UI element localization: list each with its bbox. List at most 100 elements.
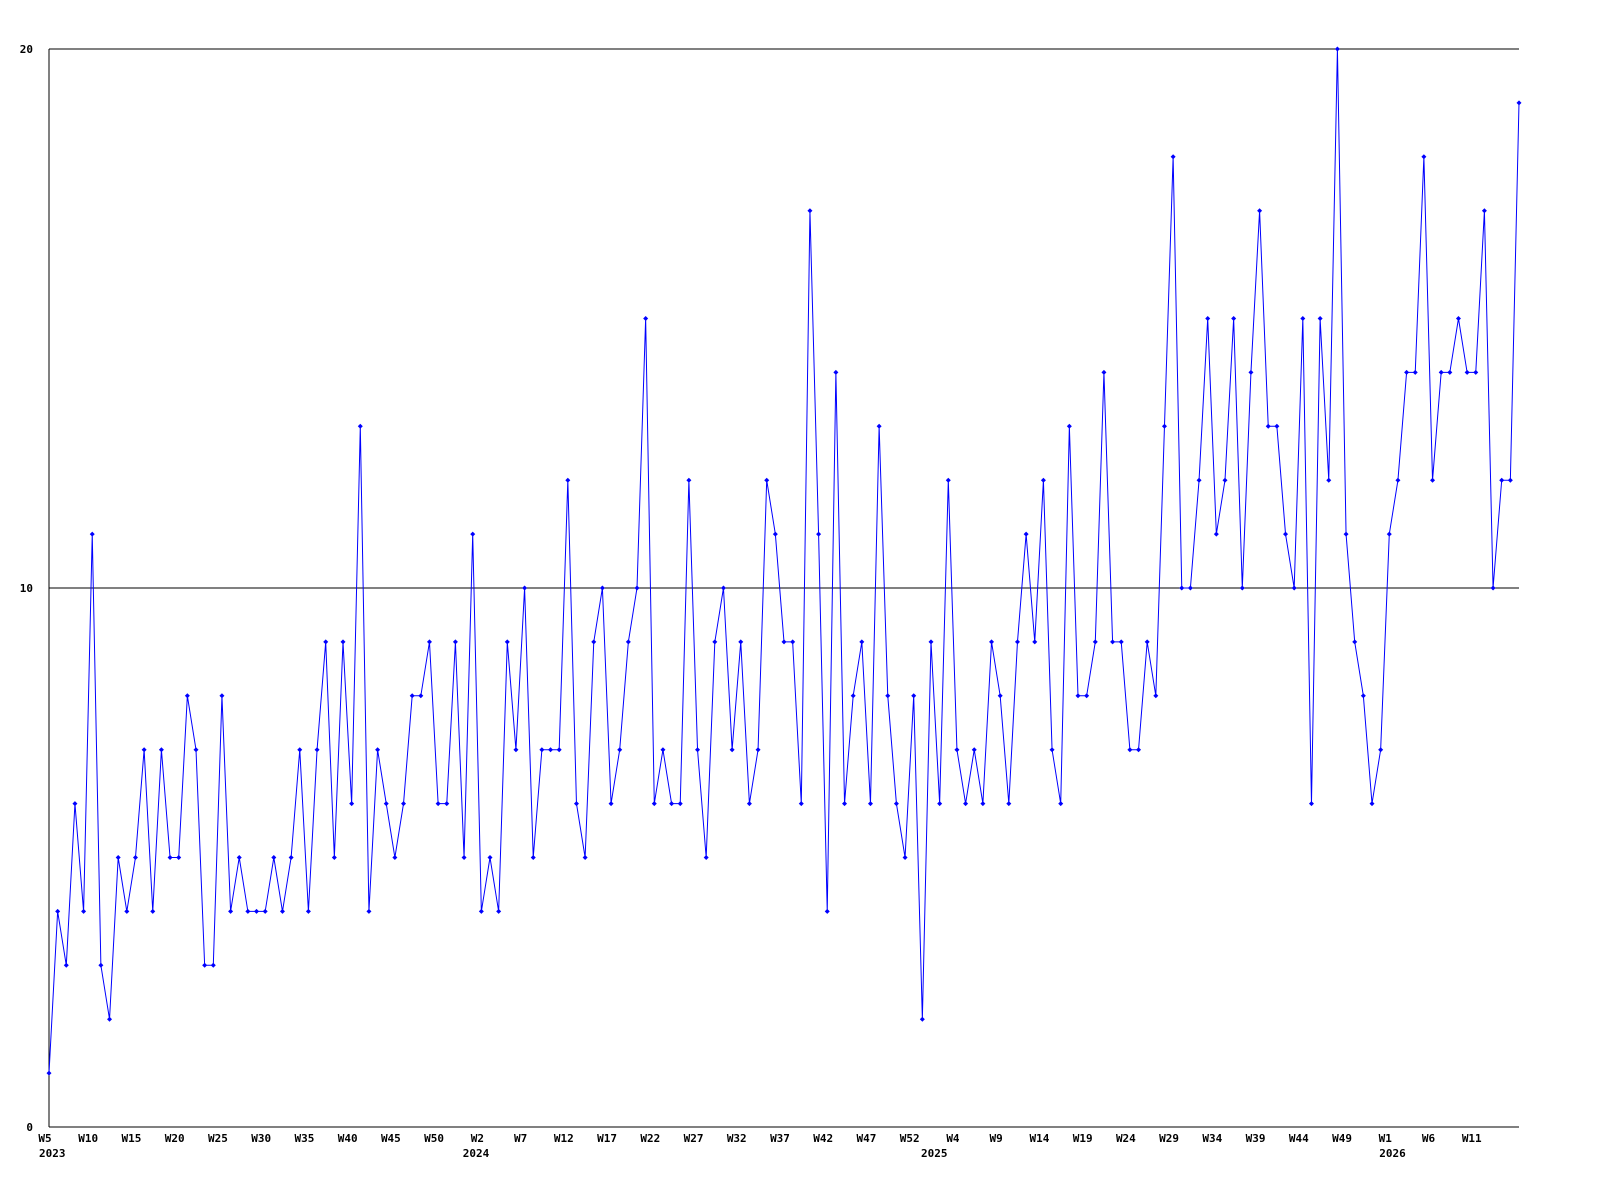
data-point — [478, 908, 484, 914]
y-tick-label: 0 — [26, 1121, 33, 1134]
x-tick-label: W32 — [727, 1132, 747, 1145]
data-point — [695, 747, 701, 753]
data-point — [850, 693, 856, 699]
x-tick-label: W17 — [597, 1132, 617, 1145]
data-point — [63, 962, 69, 968]
data-point — [1084, 693, 1090, 699]
data-point — [271, 855, 277, 860]
data-point — [893, 801, 899, 807]
x-tick-label: W9 — [990, 1132, 1003, 1145]
data-point — [755, 747, 761, 753]
data-point — [1006, 801, 1012, 807]
x-tick-label: W5 — [38, 1132, 51, 1145]
data-point — [997, 693, 1003, 699]
data-point — [219, 693, 225, 699]
x-tick-label: W15 — [122, 1132, 142, 1145]
x-tick-label: W24 — [1116, 1132, 1136, 1145]
data-point — [288, 855, 294, 860]
data-point — [1161, 423, 1167, 429]
x-tick-label: W40 — [338, 1132, 358, 1145]
data-point — [643, 316, 649, 321]
x-tick-label: W2 — [471, 1132, 484, 1145]
data-point — [1326, 477, 1332, 483]
data-point — [331, 855, 337, 860]
data-point — [816, 531, 822, 537]
data-point — [1257, 208, 1263, 214]
data-point — [1032, 639, 1038, 645]
data-point — [1481, 208, 1487, 214]
data-point — [357, 423, 363, 429]
x-tick-label: W45 — [381, 1132, 401, 1145]
data-point — [772, 531, 778, 537]
data-point — [279, 908, 285, 914]
y-tick-label: 20 — [20, 43, 33, 56]
data-point — [1360, 693, 1366, 699]
data-point — [1014, 639, 1020, 645]
data-point — [617, 747, 623, 753]
data-point — [184, 693, 190, 699]
data-point — [1464, 369, 1470, 375]
data-point — [1058, 801, 1064, 807]
data-point — [539, 747, 545, 753]
data-point — [1386, 531, 1392, 537]
data-point — [1231, 316, 1237, 321]
data-point — [1127, 747, 1133, 753]
data-point — [1283, 531, 1289, 537]
x-tick-label: W10 — [78, 1132, 98, 1145]
data-point — [1300, 316, 1306, 321]
data-point — [1101, 369, 1107, 375]
data-point — [522, 585, 528, 591]
data-point — [1291, 585, 1297, 591]
data-point — [1222, 477, 1228, 483]
data-point — [1308, 801, 1314, 807]
data-point — [254, 908, 260, 914]
data-point — [1404, 369, 1410, 375]
year-label: 2026 — [1379, 1147, 1406, 1160]
x-tick-label: W35 — [294, 1132, 314, 1145]
x-tick-label: W47 — [857, 1132, 877, 1145]
data-point — [1075, 693, 1081, 699]
data-point — [807, 208, 813, 214]
data-point — [1438, 369, 1444, 375]
data-point — [1144, 639, 1150, 645]
data-point — [729, 747, 735, 753]
data-point — [1196, 477, 1202, 483]
data-point — [470, 531, 476, 537]
data-point — [107, 1016, 113, 1022]
data-point — [1352, 639, 1358, 645]
data-point — [81, 908, 87, 914]
data-point — [1499, 477, 1505, 483]
data-point — [305, 908, 311, 914]
x-tick-label: W34 — [1202, 1132, 1222, 1145]
data-point — [746, 801, 752, 807]
data-point — [426, 639, 432, 645]
data-point — [1118, 639, 1124, 645]
data-point — [703, 855, 709, 860]
data-point — [1430, 477, 1436, 483]
data-point — [176, 855, 182, 860]
data-point — [115, 855, 121, 860]
data-point — [1274, 423, 1280, 429]
data-point — [1110, 639, 1116, 645]
data-point — [366, 908, 372, 914]
x-tick-label: W22 — [640, 1132, 660, 1145]
data-point — [262, 908, 268, 914]
data-point — [1170, 154, 1176, 160]
data-point — [573, 801, 579, 807]
data-point — [444, 801, 450, 807]
data-point — [210, 962, 216, 968]
data-point — [669, 801, 675, 807]
data-point — [1317, 316, 1323, 321]
data-point — [1040, 477, 1046, 483]
data-point — [859, 639, 865, 645]
data-point — [971, 747, 977, 753]
data-point — [1507, 477, 1513, 483]
data-point — [902, 855, 908, 860]
x-tick-label: W29 — [1159, 1132, 1179, 1145]
data-point — [798, 801, 804, 807]
x-tick-label: W27 — [684, 1132, 704, 1145]
data-point — [349, 801, 355, 807]
data-point — [764, 477, 770, 483]
data-point — [591, 639, 597, 645]
